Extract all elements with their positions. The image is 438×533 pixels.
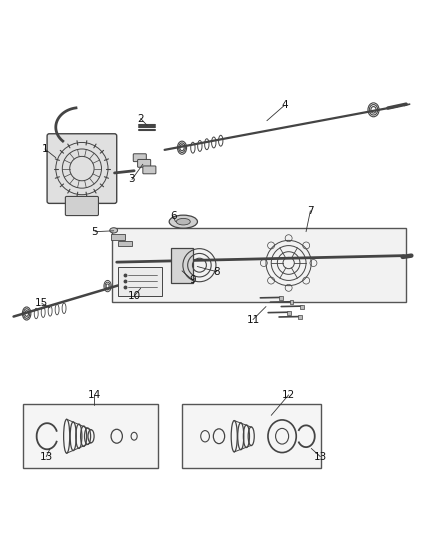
Bar <box>300 305 304 309</box>
Text: 7: 7 <box>307 206 314 216</box>
Bar <box>23 405 158 467</box>
FancyBboxPatch shape <box>65 197 99 215</box>
Text: 1: 1 <box>42 144 48 154</box>
Bar <box>290 301 293 304</box>
Text: 8: 8 <box>213 266 220 277</box>
Ellipse shape <box>177 219 190 225</box>
Bar <box>279 296 283 300</box>
Bar <box>298 315 302 319</box>
Text: 5: 5 <box>92 227 98 237</box>
Text: 4: 4 <box>281 100 288 110</box>
Bar <box>287 311 291 315</box>
FancyBboxPatch shape <box>47 134 117 204</box>
Ellipse shape <box>110 228 117 233</box>
Ellipse shape <box>169 215 198 228</box>
Text: 14: 14 <box>88 390 101 400</box>
Text: 2: 2 <box>138 114 144 124</box>
Text: 6: 6 <box>170 212 177 221</box>
Text: 11: 11 <box>246 314 260 325</box>
Bar <box>111 235 125 239</box>
Bar <box>113 228 406 302</box>
Text: 13: 13 <box>39 451 53 462</box>
Text: 12: 12 <box>282 390 295 400</box>
Bar <box>118 268 162 296</box>
Bar <box>182 405 321 467</box>
FancyBboxPatch shape <box>138 159 151 167</box>
Text: 3: 3 <box>129 174 135 184</box>
Text: 9: 9 <box>190 276 196 286</box>
Text: 15: 15 <box>35 298 49 309</box>
Bar <box>171 248 193 282</box>
FancyBboxPatch shape <box>133 154 146 161</box>
Text: 10: 10 <box>127 291 141 301</box>
Text: 13: 13 <box>314 451 327 462</box>
Bar <box>117 241 132 246</box>
FancyBboxPatch shape <box>143 166 156 174</box>
